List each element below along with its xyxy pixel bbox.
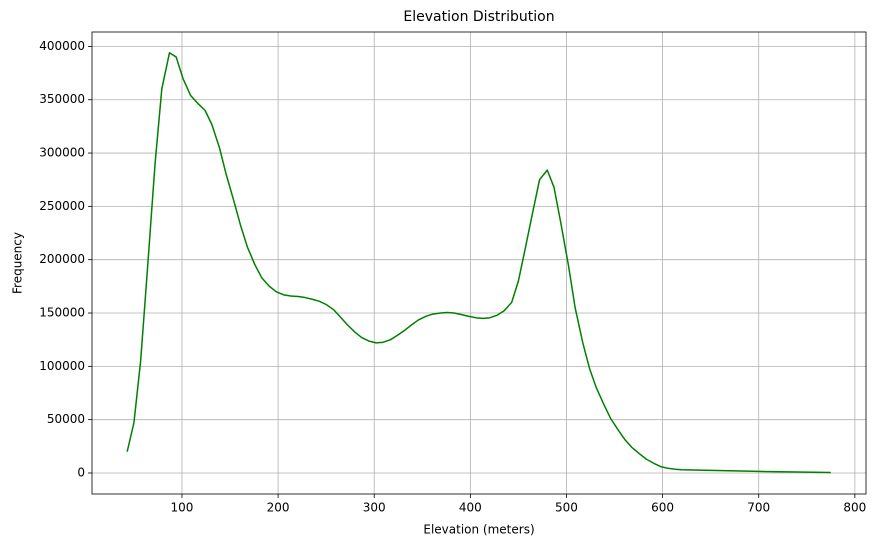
plot-frame [91, 31, 867, 495]
y-tick-label: 350000 [39, 92, 85, 106]
x-tick-label: 400 [459, 501, 482, 515]
x-tick-label: 200 [267, 501, 290, 515]
y-tick-label: 50000 [47, 412, 85, 426]
y-axis-label: Frequency [11, 232, 25, 294]
x-tick-label: 500 [555, 501, 578, 515]
x-tick-label: 300 [363, 501, 386, 515]
data-line [126, 52, 831, 474]
x-tick-label: 700 [747, 501, 770, 515]
y-tick-label: 250000 [39, 199, 85, 213]
x-tick-label: 600 [651, 501, 674, 515]
x-tick-label: 100 [171, 501, 194, 515]
x-axis-label: Elevation (meters) [423, 523, 534, 537]
y-tick-label: 400000 [39, 39, 85, 53]
y-tick-label: 200000 [39, 252, 85, 266]
chart-title: Elevation Distribution [403, 9, 554, 25]
x-tick-label: 800 [843, 501, 866, 515]
y-tick-label: 150000 [39, 306, 85, 320]
y-tick-label: 100000 [39, 359, 85, 373]
y-tick-label: 0 [77, 465, 85, 479]
y-tick-label: 300000 [39, 146, 85, 160]
